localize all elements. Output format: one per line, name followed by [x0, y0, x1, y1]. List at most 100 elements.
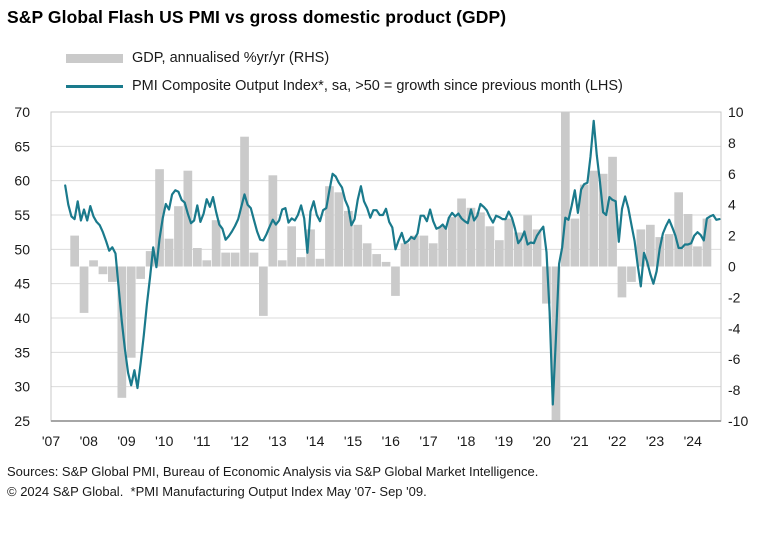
gdp-bar [108, 266, 117, 282]
gdp-bar [155, 169, 164, 267]
gdp-bar [570, 218, 580, 267]
legend-label-gdp: GDP, annualised %yr/yr (RHS) [132, 50, 330, 66]
x-axis-label: '23 [646, 433, 664, 449]
gdp-bar [381, 261, 391, 267]
gdp-bar [211, 220, 221, 267]
gdp-bar [315, 258, 325, 267]
gdp-bar [646, 224, 655, 267]
gdp-bar [636, 229, 646, 267]
gdp-bar [532, 229, 542, 267]
gdp-bar [259, 266, 268, 316]
gdp-bar [579, 184, 589, 267]
x-axis-label: '11 [193, 433, 210, 449]
y-axis-label-right: -6 [728, 351, 741, 367]
gdp-bar [627, 266, 636, 282]
gdp-bar [542, 266, 551, 304]
gdp-bar [353, 224, 363, 267]
gdp-bar [183, 170, 193, 267]
gdp-bar [466, 207, 476, 267]
gdp-bar [428, 243, 438, 267]
gdp-bar [617, 266, 627, 298]
y-axis-label-left: 35 [14, 344, 30, 360]
x-axis-label: '19 [495, 433, 513, 449]
gdp-bar [485, 226, 495, 267]
gdp-bar [372, 254, 381, 267]
x-axis-label: '09 [117, 433, 135, 449]
gdp-bar [221, 252, 230, 267]
x-axis-label: '16 [382, 433, 400, 449]
gdp-bar [561, 112, 570, 267]
x-axis-label: '13 [268, 433, 286, 449]
gdp-bar [98, 266, 108, 275]
gdp-bar [513, 232, 523, 267]
y-axis-label-right: -4 [728, 320, 741, 336]
y-axis-label-right: 10 [728, 104, 744, 120]
gdp-bar [674, 192, 683, 267]
gdp-bar [202, 260, 212, 267]
legend-item-gdp: GDP, annualised %yr/yr (RHS) [66, 50, 329, 66]
gdp-bar [683, 214, 693, 267]
gdp-bar [306, 229, 315, 267]
gdp-bar [277, 260, 287, 267]
x-axis-label: '12 [231, 433, 249, 449]
gdp-bar [117, 266, 127, 398]
legend-item-pmi: PMI Composite Output Index*, sa, >50 = g… [66, 78, 623, 94]
gdp-bar [495, 240, 504, 267]
y-axis-label-right: 4 [728, 197, 736, 213]
x-axis-label: '10 [155, 433, 173, 449]
y-axis-label-left: 70 [14, 104, 30, 120]
pmi-line [64, 119, 721, 406]
copyright-note: © 2024 S&P Global. *PMI Manufacturing Ou… [7, 484, 427, 499]
y-axis-label-left: 60 [14, 173, 30, 189]
gdp-bar [504, 218, 514, 267]
y-axis-label-left: 30 [14, 379, 30, 395]
y-axis-label-left: 40 [14, 310, 30, 326]
gdp-bar [136, 266, 145, 279]
gdp-bar [240, 136, 249, 267]
gdp-bar [447, 217, 457, 267]
gdp-bar [287, 226, 296, 267]
gdp-bar [193, 248, 202, 267]
x-axis-label: '20 [533, 433, 551, 449]
gdp-bar [79, 266, 89, 313]
gdp-bar [296, 257, 306, 267]
gdp-bar [457, 198, 466, 267]
gdp-bar [598, 173, 608, 267]
gdp-bar [419, 235, 429, 267]
gdp-bar [89, 260, 98, 267]
source-note: Sources: S&P Global PMI, Bureau of Econo… [7, 464, 539, 479]
gdp-bar [400, 243, 410, 267]
gdp-bar [145, 251, 155, 267]
gdp-bar [664, 234, 674, 267]
y-axis-label-left: 25 [14, 413, 30, 429]
y-axis-label-right: -10 [728, 413, 748, 429]
gdp-bars [70, 112, 712, 421]
gdp-bar [410, 235, 419, 267]
pmi-line-swatch [66, 84, 123, 88]
y-axis-label-left: 65 [14, 138, 30, 154]
gdp-bar [230, 252, 240, 267]
y-axis-label-left: 45 [14, 276, 30, 292]
x-axis-label: '07 [42, 433, 60, 449]
gdp-bar-swatch [66, 53, 123, 63]
x-axis-label: '21 [570, 433, 588, 449]
x-axis-label: '08 [80, 433, 98, 449]
gdp-bar [476, 212, 485, 267]
gdp-bar [70, 235, 79, 267]
y-axis-label-right: 6 [728, 166, 736, 182]
y-axis-label-right: 2 [728, 228, 736, 244]
gdp-bar [344, 210, 353, 267]
x-axis-label: '18 [457, 433, 475, 449]
x-axis-label: '14 [306, 433, 324, 449]
gdp-bar [164, 238, 174, 267]
x-axis-label: '24 [684, 433, 702, 449]
y-axis-label-right: 8 [728, 135, 736, 151]
gdp-bar [693, 246, 702, 267]
y-axis-label-left: 55 [14, 207, 30, 223]
gdp-bar [249, 252, 259, 267]
x-axis-label: '17 [419, 433, 437, 449]
gdp-bar [126, 266, 136, 358]
x-axis-label: '15 [344, 433, 362, 449]
gdp-bar [589, 170, 598, 267]
